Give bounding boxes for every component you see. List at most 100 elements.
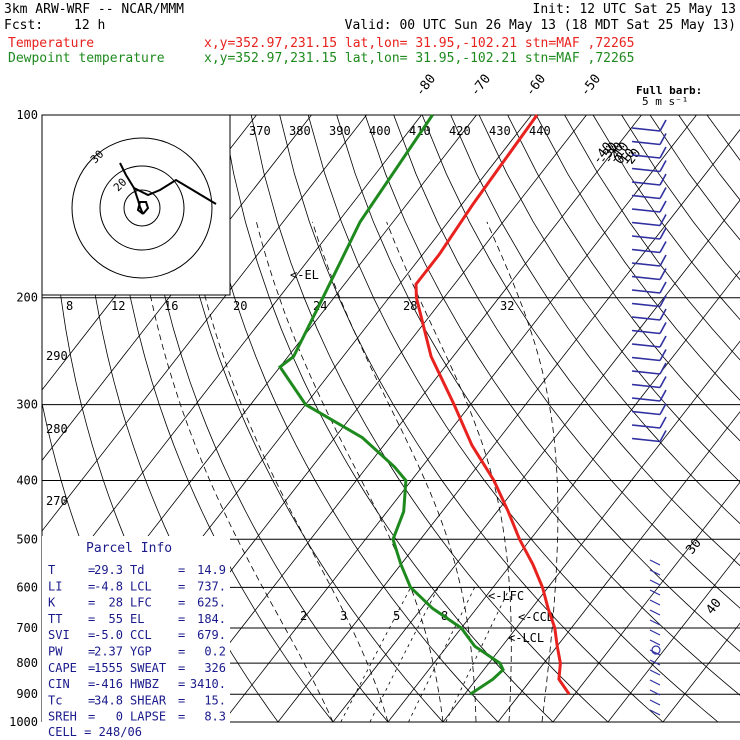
theta-label: 390	[329, 124, 351, 138]
parcel-field-name: Td	[130, 563, 144, 577]
parcel-field-value: 34.8	[94, 693, 123, 707]
parcel-box	[42, 536, 230, 736]
parcel-field-name: LCL	[130, 579, 152, 593]
dry-adiabat	[535, 115, 740, 401]
parcel-field-value: 14.9	[197, 563, 226, 577]
isotherm-label: -50	[578, 72, 604, 100]
mixing-ratio-label: 2	[300, 609, 307, 623]
wind-barb-low	[649, 689, 661, 696]
wind-barb-flag	[659, 349, 667, 361]
isotherm-line	[277, 129, 740, 722]
wind-barb-low	[649, 639, 661, 646]
pressure-tick-label: 900	[16, 687, 38, 701]
parcel-field-name: EL	[130, 612, 144, 626]
wind-barb-flag	[659, 416, 667, 429]
mixing-ratio-label: 3	[340, 609, 347, 623]
hodograph-ring	[71, 137, 213, 279]
wind-barb-flag	[659, 119, 667, 132]
mixing-ratio-lines	[340, 587, 511, 722]
wind-barb-low	[649, 599, 661, 606]
mixing-ratio-label: 5	[393, 609, 400, 623]
init-time: Init: 12 UTC Sat 25 May 13	[532, 2, 737, 17]
isotherm-label: -60	[523, 72, 549, 100]
parcel-field-equals: =	[178, 579, 185, 593]
hodograph-speed-label: 32	[500, 299, 514, 313]
parcel-field-equals: =	[178, 693, 185, 707]
parcel-field-name: LFC	[130, 596, 152, 610]
wind-barb-flag	[659, 133, 667, 145]
parcel-field-value: 3410.	[190, 677, 226, 691]
wind-barb-flag	[659, 308, 667, 321]
hodograph-ring	[123, 189, 161, 227]
dry-adiabat	[165, 115, 444, 722]
wind-barb-low	[649, 569, 661, 576]
wind-barb-flag	[659, 173, 667, 186]
pressure-tick-label: 600	[16, 580, 38, 594]
pressure-tick-label: 200	[16, 291, 38, 305]
wind-barb	[631, 194, 661, 200]
parcel-field-value: 679.	[197, 628, 226, 642]
moist-adiabat	[312, 221, 477, 722]
barb-legend-title: Full barb:	[636, 84, 703, 97]
wind-barb	[631, 356, 661, 362]
wind-barb-flag	[659, 376, 667, 388]
parcel-field-equals: =	[178, 612, 185, 626]
mixing-ratio-line	[445, 587, 511, 722]
wind-barb-flag	[659, 187, 667, 199]
wind-barb	[631, 316, 661, 321]
wind-barb	[631, 140, 661, 146]
parcel-cell: CELL = 248/06	[48, 725, 142, 739]
wind-barb-flag	[659, 241, 667, 253]
pressure-tick-label: 700	[16, 621, 38, 635]
wind-barb	[631, 235, 661, 240]
moist-adiabat	[386, 221, 512, 722]
parcel-field-equals: =	[178, 710, 185, 724]
wind-barb-low	[649, 609, 661, 616]
dry-adiabat	[621, 115, 740, 281]
hodograph-direction-label: 280	[46, 422, 68, 436]
wind-barb	[631, 208, 661, 213]
sounding-series	[277, 114, 571, 696]
wind-barb	[631, 383, 661, 389]
parcel-field-value: 8.3	[204, 710, 226, 724]
wind-barb	[631, 302, 661, 308]
pressure-tick-label: 500	[16, 532, 38, 546]
isotherm-line	[387, 270, 740, 722]
fcst-label: Fcst:	[4, 18, 44, 33]
parcel-field-name: CCL	[130, 628, 152, 642]
dry-adiabat	[222, 115, 554, 722]
wind-barb-flag	[659, 295, 667, 307]
wind-barb	[631, 329, 661, 335]
dry-adiabat	[421, 115, 740, 567]
parcel-field-name: CAPE	[48, 661, 77, 675]
dry-adiabat	[507, 115, 740, 442]
isotherm-label: 40	[703, 596, 724, 618]
parcel-field-equals: =	[88, 661, 95, 675]
wind-barb-low	[649, 629, 661, 636]
theta-label: 430	[489, 124, 511, 138]
wind-barb-flag	[659, 322, 667, 334]
parcel-field-value: 326	[204, 661, 226, 675]
dry-adiabat	[678, 115, 740, 201]
hodograph-speed-label: 20	[233, 299, 247, 313]
parcel-field-value: 28	[109, 596, 123, 610]
mixing-ratio-line	[408, 587, 476, 722]
parcel-field-equals: =	[88, 628, 95, 642]
wind-barb-flag	[659, 430, 667, 442]
pressure-tick-label: 1000	[9, 715, 38, 729]
parcel-field-equals: =	[178, 628, 185, 642]
wind-barb	[631, 127, 661, 132]
moist-adiabat	[187, 221, 389, 722]
wind-barb-flag	[659, 146, 667, 159]
wind-barb-flag	[659, 281, 667, 294]
hodograph-speed-label: 28	[403, 299, 417, 313]
parcel-field-name: HWBZ	[130, 677, 159, 691]
parcel-field-equals: =	[88, 645, 95, 659]
parcel-field-value: 15.	[204, 693, 226, 707]
level-annotation: <-EL	[290, 268, 319, 282]
parcel-field-name: CIN	[48, 677, 70, 691]
dry-adiabat	[649, 115, 740, 241]
parcel-field-equals: =	[178, 596, 185, 610]
